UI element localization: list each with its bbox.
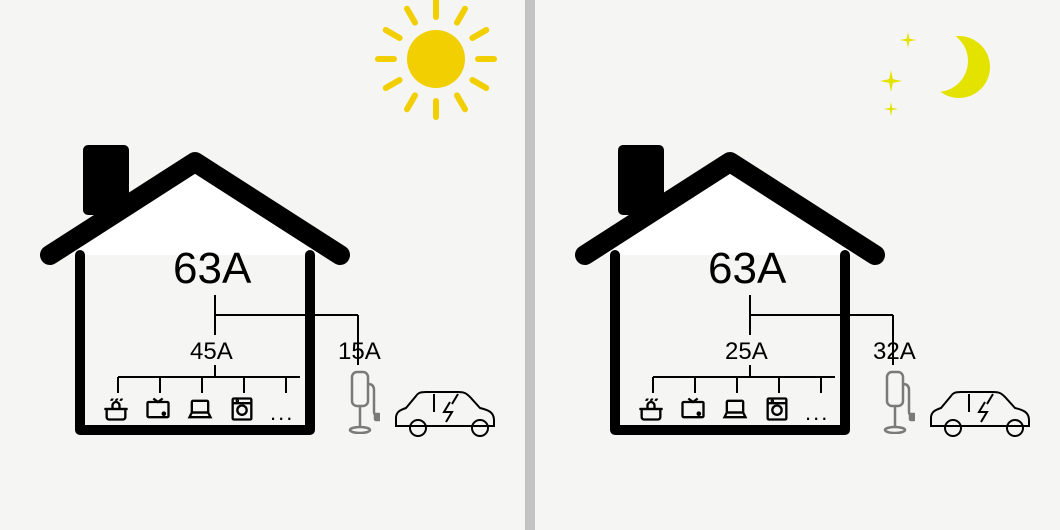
more-appliances-icon: ... [805,403,829,423]
washing-machine-icon [763,395,791,423]
panel-day: 63A 45A 15A [0,0,525,530]
appliance-row: ... [102,395,294,423]
appliance-row: ... [637,395,829,423]
television-icon [144,395,172,423]
washing-machine-icon [228,395,256,423]
ev-charger-icon [877,370,915,434]
sun-icon [407,30,465,88]
panel-divider [525,0,535,530]
television-icon [679,395,707,423]
main-amperage-label: 63A [708,244,786,294]
ev-car-icon [923,384,1043,440]
laptop-icon [186,395,214,423]
ev-car-icon [388,384,508,440]
ev-charger-icon [342,370,380,434]
moon-icon [928,36,990,98]
laptop-icon [721,395,749,423]
more-appliances-icon: ... [270,403,294,423]
cooking-pot-icon [637,395,665,423]
house-scene-night: 63A 25A 32A [575,140,1035,470]
house-scene-day: 63A 45A 15A [40,140,500,470]
panel-night: 63A 25A 32A [535,0,1060,530]
distribution-tree [100,295,380,405]
distribution-tree [635,295,915,405]
load-balancing-diagram: 63A 45A 15A [0,0,1060,530]
cooking-pot-icon [102,395,130,423]
main-amperage-label: 63A [173,244,251,294]
